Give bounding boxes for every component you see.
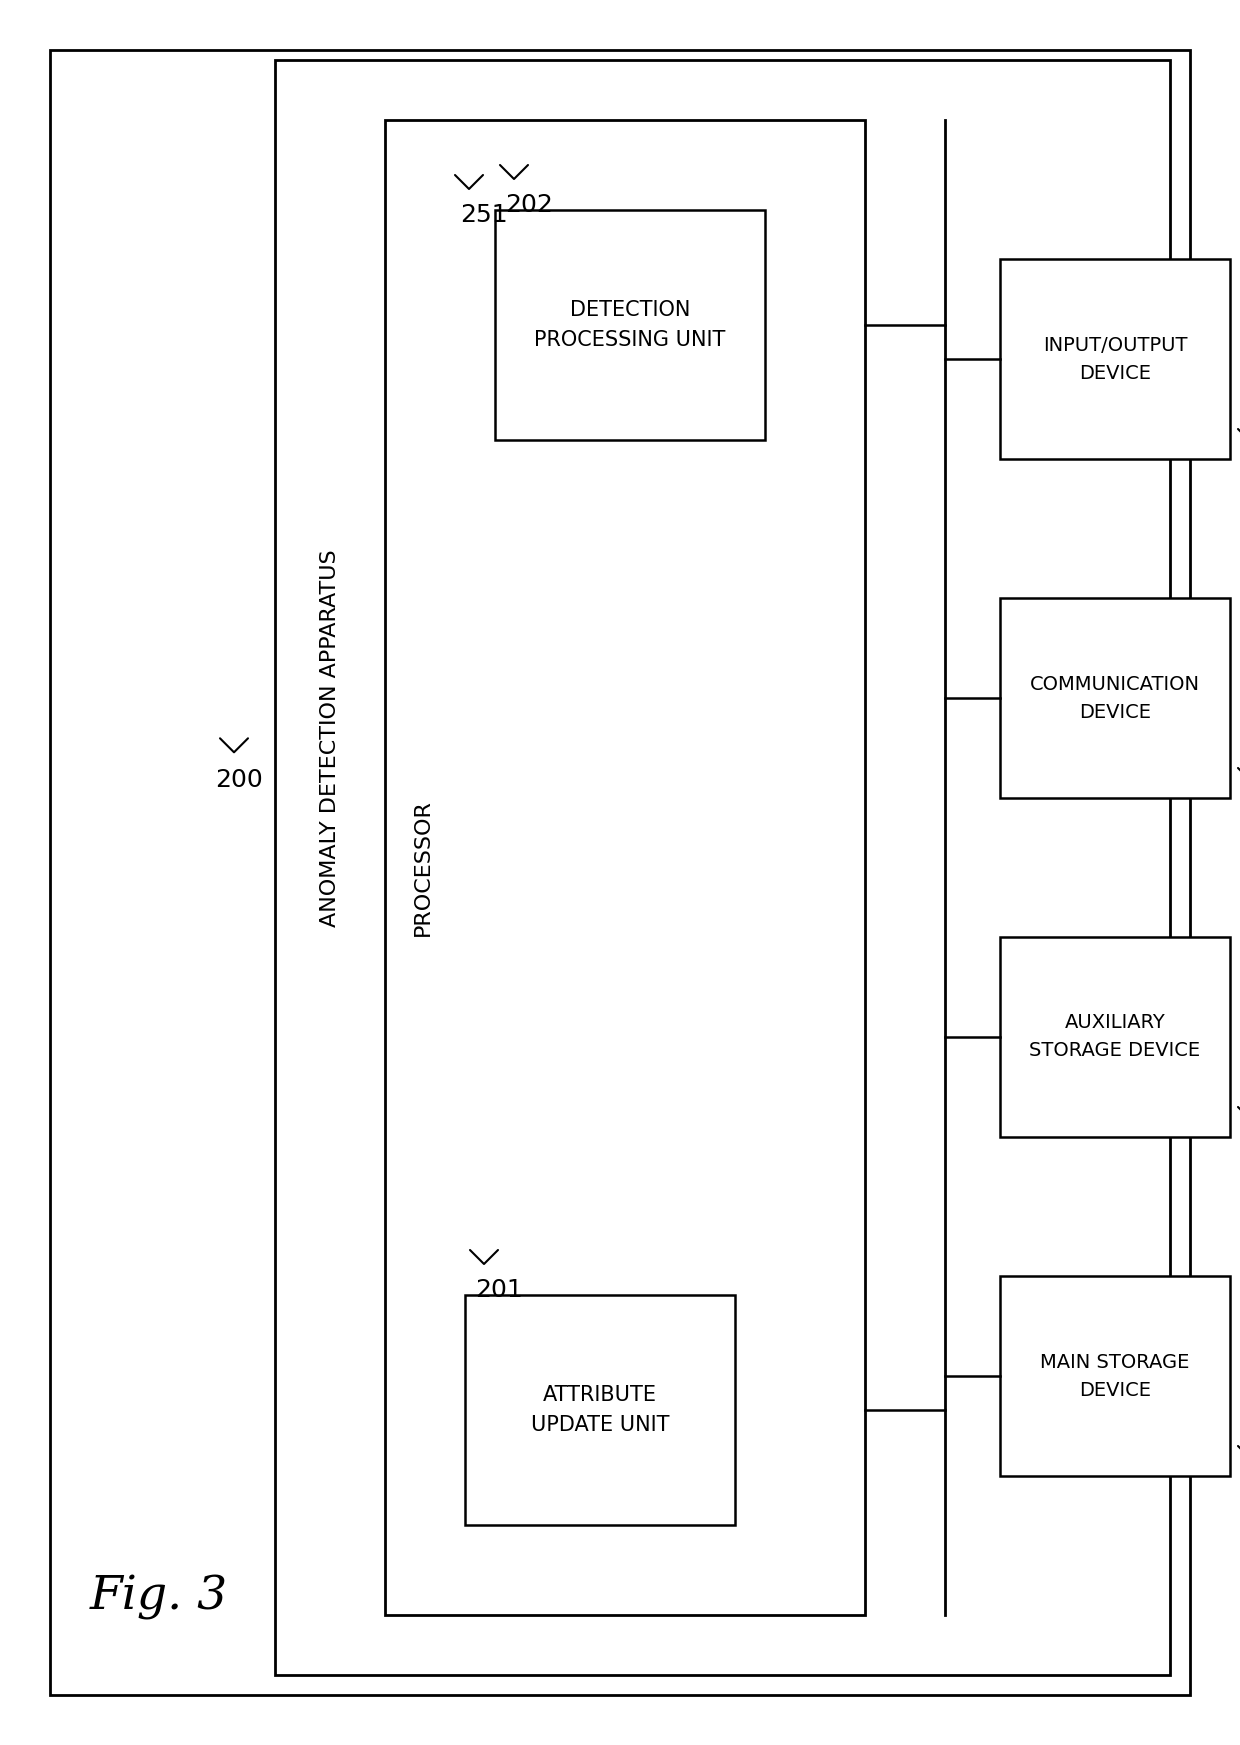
Text: Fig. 3: Fig. 3 bbox=[91, 1576, 228, 1621]
Text: INPUT/OUTPUT
DEVICE: INPUT/OUTPUT DEVICE bbox=[1043, 335, 1187, 382]
Text: PROCESSOR: PROCESSOR bbox=[413, 799, 433, 935]
Text: COMMUNICATION
DEVICE: COMMUNICATION DEVICE bbox=[1030, 675, 1200, 721]
Bar bbox=[465, 1295, 735, 1525]
Text: 200: 200 bbox=[215, 768, 263, 792]
Bar bbox=[495, 209, 765, 440]
Text: 251: 251 bbox=[460, 202, 507, 227]
Text: ANOMALY DETECTION APPARATUS: ANOMALY DETECTION APPARATUS bbox=[320, 550, 340, 927]
Text: 201: 201 bbox=[475, 1277, 523, 1302]
Bar bbox=[999, 937, 1230, 1138]
Text: DETECTION
PROCESSING UNIT: DETECTION PROCESSING UNIT bbox=[534, 300, 725, 349]
Bar bbox=[275, 59, 1171, 1675]
Text: ATTRIBUTE
UPDATE UNIT: ATTRIBUTE UPDATE UNIT bbox=[531, 1386, 670, 1434]
Bar bbox=[999, 599, 1230, 797]
Bar bbox=[999, 258, 1230, 459]
Bar bbox=[999, 1276, 1230, 1476]
Text: MAIN STORAGE
DEVICE: MAIN STORAGE DEVICE bbox=[1040, 1352, 1189, 1399]
Text: AUXILIARY
STORAGE DEVICE: AUXILIARY STORAGE DEVICE bbox=[1029, 1014, 1200, 1061]
Text: 202: 202 bbox=[505, 194, 553, 216]
Bar bbox=[384, 120, 866, 1616]
